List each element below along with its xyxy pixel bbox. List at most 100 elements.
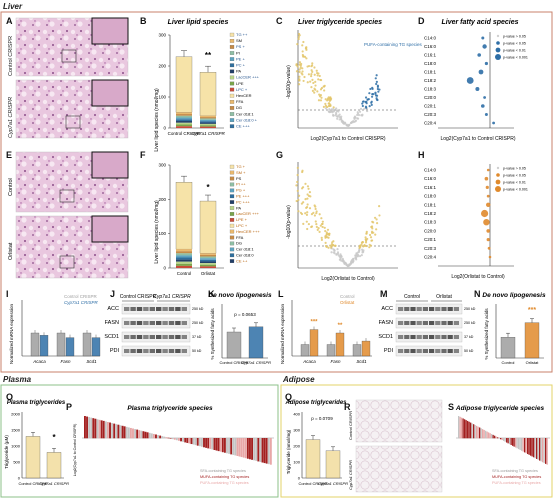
volcano-point (307, 187, 310, 190)
bar (352, 344, 362, 357)
waterfall-bar (265, 438, 268, 464)
volcano-point (310, 69, 313, 72)
waterfall-bar (136, 429, 139, 439)
blot-band (136, 335, 143, 339)
species-label: C18:2 (424, 78, 437, 83)
blot-band (136, 307, 143, 311)
waterfall-bar (211, 438, 214, 450)
panel-l-legend-control: Control (340, 294, 355, 299)
blot-band (162, 307, 168, 311)
legend-entry: PA (236, 69, 241, 74)
volcano-point (365, 100, 368, 103)
effect-dot (484, 61, 488, 66)
volcano-point (334, 114, 337, 117)
waterfall-bar (246, 438, 249, 459)
waterfall-bar (483, 429, 485, 439)
volcano-point (313, 66, 316, 69)
legend-swatch (229, 124, 235, 129)
volcano-point (338, 116, 342, 119)
adipose-label-control: Control CRISPR (348, 411, 353, 440)
volcano-point (317, 78, 320, 81)
volcano-point (310, 75, 313, 78)
legend-swatch (229, 170, 235, 175)
liver-section-border (0, 11, 553, 373)
kda-label: 250 kD (464, 307, 476, 311)
volcano-point (336, 251, 340, 254)
legend-swatch (229, 200, 235, 204)
volcano-point (370, 239, 374, 242)
legend-swatch (229, 69, 235, 74)
waterfall-bar (175, 438, 178, 441)
waterfall-bar (134, 429, 137, 439)
bar (305, 439, 321, 479)
volcano-point (297, 32, 301, 36)
legend-entry: LPE (236, 81, 244, 86)
volcano-point (298, 194, 301, 197)
blot-band (398, 335, 404, 339)
waterfall-bar (515, 438, 517, 448)
sig-label: ** (338, 323, 343, 329)
blot-band (447, 307, 453, 311)
legend-entry: PS (236, 176, 242, 181)
panel-c-title: Liver triglyceride species (298, 19, 382, 26)
stacked-bar-segment (200, 126, 216, 128)
waterfall-bar (109, 422, 111, 439)
histology-zoom-box (59, 189, 75, 203)
y-tick-label: 300 (293, 428, 300, 433)
volcano-point (343, 261, 347, 264)
panel-letter-g: G (276, 150, 283, 160)
kda-label: 50 kD (192, 349, 202, 353)
blot-band (404, 335, 410, 339)
blot-band (162, 321, 168, 325)
species-label: C18:1 (424, 70, 437, 75)
volcano-point (336, 117, 339, 120)
blot-band (416, 321, 422, 325)
waterfall-bar (88, 417, 91, 439)
waterfall-bar (518, 438, 520, 450)
volcano-point (324, 102, 327, 105)
volcano-point (359, 107, 363, 110)
waterfall-bar (186, 438, 189, 443)
blot-band (416, 307, 422, 311)
volcano-point (375, 222, 379, 225)
panel-c-ylabel: -log10(p-value) (286, 65, 292, 99)
volcano-point (361, 104, 364, 108)
volcano-point (374, 92, 377, 95)
blot-band (416, 349, 422, 353)
volcano-point (365, 239, 368, 242)
volcano-point (352, 257, 355, 260)
stacked-bar-segment (176, 253, 192, 256)
effect-dot (478, 69, 484, 75)
legend-swatch (229, 229, 235, 234)
waterfall-bar (464, 419, 466, 439)
waterfall-bar (527, 438, 529, 455)
blot-band (453, 321, 459, 325)
blot-band (124, 349, 130, 353)
gene-label: Fasn (330, 359, 341, 364)
blot-band (130, 335, 136, 339)
volcano-point (312, 81, 315, 85)
stacked-bar-segment (200, 263, 216, 265)
sig-label: *** (310, 320, 318, 326)
y-tick-label: 1500 (11, 428, 21, 433)
stacked-bar-segment (176, 263, 192, 266)
waterfall-bar (240, 438, 243, 458)
volcano-point (301, 70, 304, 73)
volcano-point (311, 70, 314, 74)
blot-label: PDI (110, 348, 120, 354)
volcano-point (313, 91, 316, 94)
volcano-point (317, 99, 321, 102)
volcano-point (314, 220, 317, 223)
volcano-point (336, 109, 339, 112)
panel-m-group: Control (404, 294, 420, 300)
waterfall-bar (155, 434, 157, 439)
volcano-point (307, 222, 310, 226)
volcano-point (375, 74, 378, 77)
volcano-point (370, 230, 374, 233)
stacked-bar-segment (176, 255, 192, 258)
volcano-point (311, 78, 314, 81)
volcano-point (376, 87, 379, 91)
waterfall-bar (171, 438, 174, 440)
volcano-point (377, 90, 380, 93)
panel-f-group-label: Orlistat (201, 271, 216, 276)
